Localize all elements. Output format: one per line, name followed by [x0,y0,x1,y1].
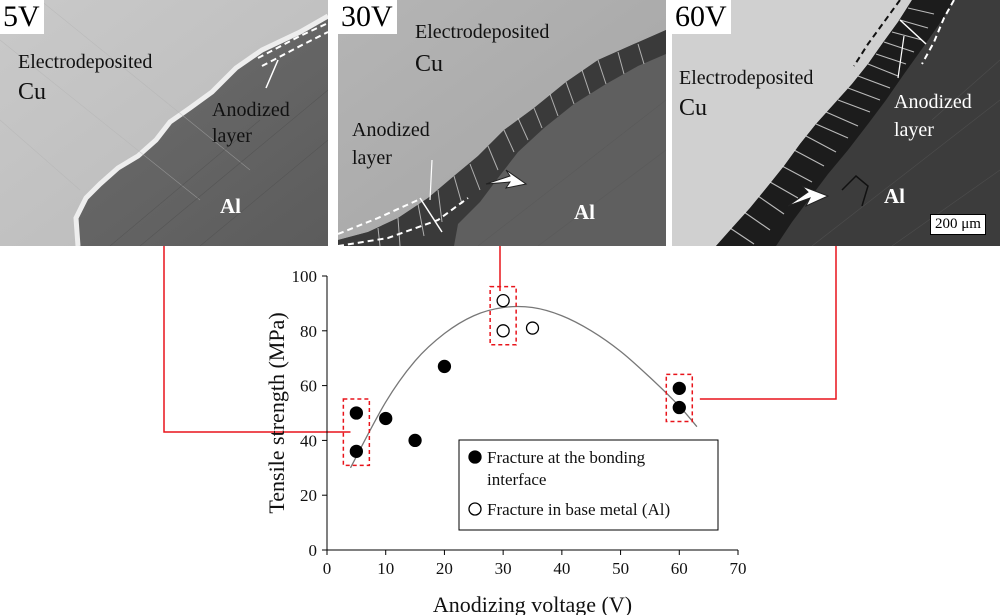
scale-bar-label: 200 μm [930,214,986,235]
data-point-interface [672,400,686,415]
y-axis-label: Tensile strength (MPa) [264,312,289,513]
x-tick-label: 40 [553,559,570,578]
legend-marker-interface [468,450,482,464]
x-tick-label: 50 [612,559,629,578]
x-tick-label: 0 [323,559,332,578]
al-label: Al [574,200,595,224]
al-label: Al [220,194,241,218]
micrograph-5v-image [0,0,328,246]
cu-label: Electrodeposited [415,21,550,43]
legend-label-base-metal: Fracture in base metal (Al) [487,500,670,519]
legend-label-interface-2: interface [487,470,546,489]
x-axis-label: Anodizing voltage (V) [433,592,632,615]
callout-line-5v [163,246,351,433]
x-tick-label: 60 [671,559,688,578]
cu-label-symbol: Cu [415,51,444,77]
anodized-layer-label: Anodized [212,99,290,121]
cu-label-symbol: Cu [679,95,708,121]
micrograph-30v: 30V Electrodeposited Cu Anodized layer A… [338,0,666,246]
x-tick-label: 10 [377,559,394,578]
cu-label-symbol: Cu [18,79,47,105]
anodized-layer-label-2: layer [894,119,934,141]
anodized-layer-label-2: layer [352,147,392,169]
fit-curve [349,305,698,469]
anodized-layer-label-2: layer [212,125,252,147]
al-label: Al [884,184,905,208]
data-point-base-metal [496,324,510,338]
micrograph-30v-image [338,0,666,246]
highlight-box-60v [665,373,694,423]
panel-voltage-label: 60V [672,0,731,34]
y-tick-label: 20 [300,486,317,505]
micrograph-60v-image [672,0,1000,246]
highlight-box-5v [342,398,371,467]
panel-voltage-label: 5V [0,0,44,34]
y-tick-label: 80 [300,322,317,341]
data-point-base-metal [496,294,510,308]
data-point-interface [437,359,452,374]
x-tick-label: 30 [495,559,512,578]
cu-label: Electrodeposited [18,51,153,73]
data-point-interface [408,433,422,448]
x-tick-label: 20 [436,559,453,578]
legend-box [458,439,719,531]
x-tick-label: 70 [730,559,747,578]
data-point-interface [379,411,393,426]
micrograph-60v: 60V Electrodeposited Cu Anodized layer A… [672,0,1000,246]
y-tick-label: 40 [300,431,317,450]
y-tick-label: 100 [292,267,318,286]
data-point-interface [672,381,686,395]
y-tick-label: 0 [309,541,318,560]
panel-voltage-label: 30V [338,0,397,34]
callout-line-60v [699,246,837,400]
cu-label: Electrodeposited [679,67,814,89]
data-point-base-metal [525,321,540,335]
data-point-interface [349,444,364,459]
y-tick-label: 60 [300,377,317,396]
micrograph-5v: 5V Electrodeposited Cu Anodized layer Al [0,0,328,246]
legend-marker-base-metal [468,502,482,516]
anodized-layer-label: Anodized [894,91,972,113]
data-point-interface [349,406,364,420]
legend-label-interface: Fracture at the bonding [487,448,646,467]
anodized-layer-label: Anodized [352,119,430,141]
